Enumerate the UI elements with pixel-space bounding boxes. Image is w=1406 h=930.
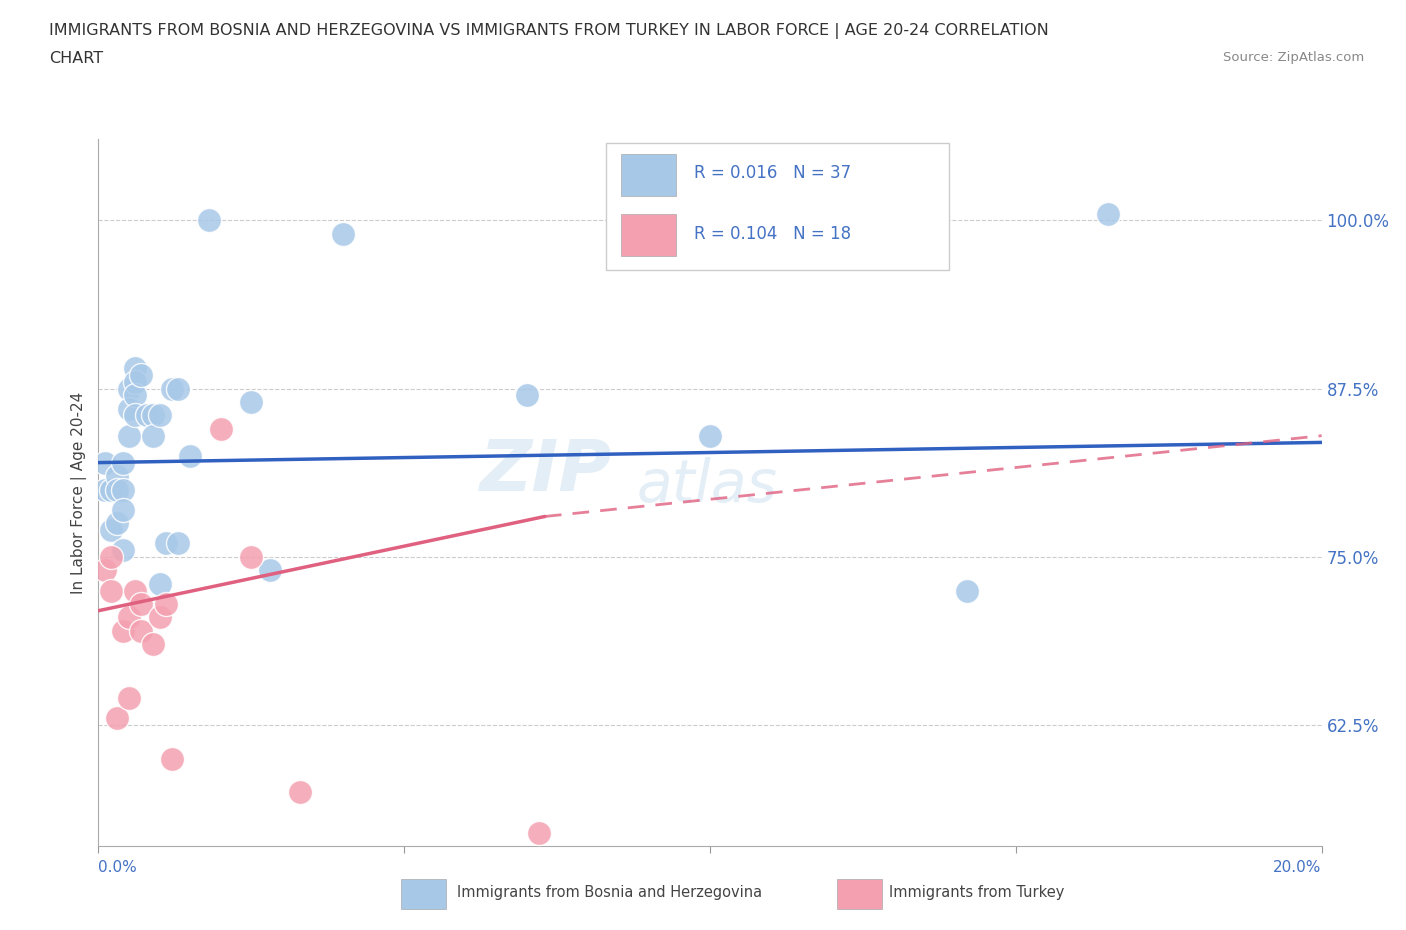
Point xyxy=(118,402,141,417)
Point xyxy=(105,482,128,497)
Point xyxy=(118,428,141,443)
Text: Source: ZipAtlas.com: Source: ZipAtlas.com xyxy=(1223,51,1364,64)
Text: ZIP: ZIP xyxy=(479,437,612,506)
Point xyxy=(129,367,152,382)
Point xyxy=(124,361,146,376)
Point xyxy=(209,421,232,436)
Text: Immigrants from Turkey: Immigrants from Turkey xyxy=(889,885,1064,900)
Point xyxy=(155,596,177,611)
Point xyxy=(332,226,354,241)
Point xyxy=(100,523,122,538)
Point xyxy=(160,751,183,766)
Point xyxy=(105,469,128,484)
Point xyxy=(149,408,172,423)
Point xyxy=(197,213,219,228)
Point xyxy=(124,583,146,598)
Text: R = 0.016   N = 37: R = 0.016 N = 37 xyxy=(695,165,851,182)
Point xyxy=(93,482,115,497)
Point xyxy=(124,388,146,403)
Text: atlas: atlas xyxy=(637,458,778,514)
Point xyxy=(160,381,183,396)
Point xyxy=(1097,206,1119,221)
Bar xyxy=(620,214,676,256)
Point xyxy=(111,502,134,517)
Text: 0.0%: 0.0% xyxy=(98,859,138,875)
Point xyxy=(111,623,134,638)
Text: CHART: CHART xyxy=(49,51,103,66)
Point xyxy=(699,428,721,443)
Point xyxy=(111,543,134,558)
Point xyxy=(240,550,263,565)
Point xyxy=(129,596,152,611)
Point xyxy=(290,785,312,800)
Point xyxy=(956,583,979,598)
Point xyxy=(149,577,172,591)
Text: IMMIGRANTS FROM BOSNIA AND HERZEGOVINA VS IMMIGRANTS FROM TURKEY IN LABOR FORCE : IMMIGRANTS FROM BOSNIA AND HERZEGOVINA V… xyxy=(49,23,1049,39)
Point xyxy=(100,583,122,598)
Text: Immigrants from Bosnia and Herzegovina: Immigrants from Bosnia and Herzegovina xyxy=(457,885,762,900)
Point xyxy=(124,375,146,390)
Point xyxy=(259,563,281,578)
Point xyxy=(100,482,122,497)
Point xyxy=(179,448,201,463)
Point xyxy=(149,610,172,625)
Point xyxy=(136,408,159,423)
Bar xyxy=(620,153,676,196)
Point xyxy=(124,408,146,423)
Point xyxy=(240,394,263,409)
Point xyxy=(111,455,134,470)
FancyBboxPatch shape xyxy=(606,143,949,271)
Point xyxy=(118,610,141,625)
Y-axis label: In Labor Force | Age 20-24: In Labor Force | Age 20-24 xyxy=(72,392,87,594)
Point xyxy=(167,381,190,396)
Point xyxy=(93,455,115,470)
Text: R = 0.104   N = 18: R = 0.104 N = 18 xyxy=(695,224,851,243)
Point xyxy=(155,536,177,551)
Text: 20.0%: 20.0% xyxy=(1274,859,1322,875)
Point xyxy=(516,388,538,403)
Point xyxy=(93,563,115,578)
Point xyxy=(167,536,190,551)
Point xyxy=(118,381,141,396)
Point xyxy=(527,826,550,841)
Point xyxy=(142,637,165,652)
Point xyxy=(129,623,152,638)
Point xyxy=(118,691,141,706)
Point xyxy=(105,516,128,531)
Point xyxy=(142,408,165,423)
Point xyxy=(142,428,165,443)
Point xyxy=(100,550,122,565)
Point xyxy=(105,711,128,725)
Point xyxy=(111,482,134,497)
